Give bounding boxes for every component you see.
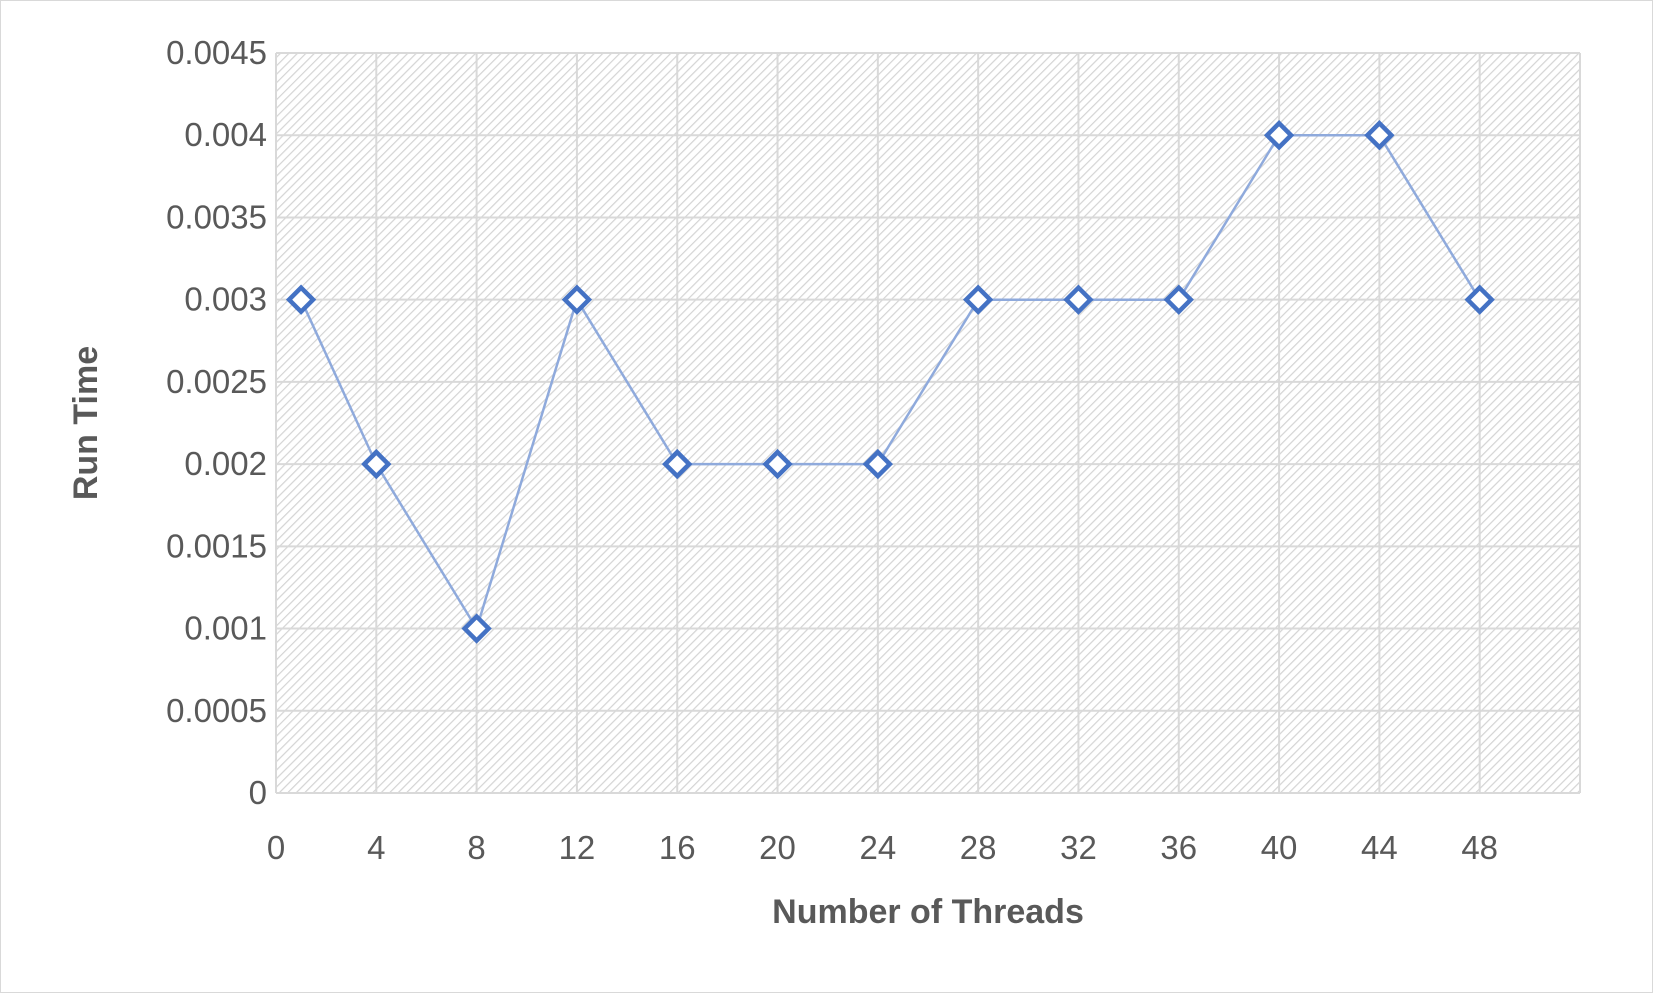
x-tick-label: 36 [1160, 829, 1197, 866]
y-tick-labels: 0 0.0005 0.001 0.0015 0.002 0.0025 0.003 0.0035… [166, 34, 267, 811]
y-tick-label: 0.0015 [166, 527, 267, 564]
x-tick-label: 24 [859, 829, 896, 866]
data-point-marker [1063, 284, 1094, 315]
data-point-marker [1163, 284, 1194, 315]
y-tick-label: 0.0035 [166, 198, 267, 235]
x-tick-label: 32 [1060, 829, 1097, 866]
data-point-marker [1263, 120, 1295, 151]
data-point-marker [662, 448, 693, 480]
x-tick-label: 4 [367, 829, 385, 866]
y-tick-label: 0 [249, 774, 267, 811]
x-tick-label: 12 [559, 829, 596, 866]
plot-area [276, 53, 1580, 793]
y-tick-label: 0.003 [184, 281, 267, 318]
y-tick-label: 0.0005 [166, 692, 267, 729]
y-tick-label: 0.0025 [166, 363, 267, 400]
data-point-marker [361, 448, 392, 480]
data-point-marker [285, 284, 317, 315]
data-point-marker [561, 284, 593, 315]
x-tick-label: 8 [467, 829, 485, 866]
data-point-marker [461, 613, 492, 644]
series-markers [285, 120, 1495, 644]
x-tick-label: 48 [1461, 829, 1498, 866]
x-tick-label: 44 [1361, 829, 1398, 866]
x-tick-label: 28 [960, 829, 997, 866]
y-tick-label: 0.002 [184, 445, 267, 482]
x-tick-label: 20 [759, 829, 796, 866]
x-tick-label: 40 [1261, 829, 1298, 866]
data-point-marker [862, 448, 894, 480]
x-tick-label: 0 [267, 829, 285, 866]
y-tick-label: 0.004 [184, 116, 267, 153]
data-point-marker [962, 284, 994, 315]
data-point-marker [762, 448, 793, 480]
y-tick-label: 0.0045 [166, 34, 267, 71]
y-axis-title: Run Time [67, 346, 105, 500]
x-tick-label: 16 [659, 829, 696, 866]
gridlines [275, 52, 1581, 794]
data-point-marker [1364, 120, 1395, 151]
x-tick-labels: 0 4 8 12 16 20 24 28 32 36 40 44 48 [267, 829, 1498, 866]
y-tick-label: 0.001 [184, 610, 267, 647]
x-axis-title: Number of Threads [772, 893, 1084, 931]
data-point-marker [1464, 284, 1495, 315]
